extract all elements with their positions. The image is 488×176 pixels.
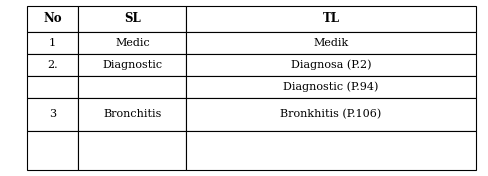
Text: TL: TL [323, 12, 340, 25]
Bar [186, 54, 476, 76]
Bar [186, 76, 476, 98]
Text: Bronkhitis (P.106): Bronkhitis (P.106) [281, 109, 382, 119]
Bar [79, 131, 186, 170]
Text: Diagnosa (P.2): Diagnosa (P.2) [291, 59, 371, 70]
Text: Diagnostic (P.94): Diagnostic (P.94) [284, 81, 379, 92]
Bar [186, 98, 476, 131]
Bar [79, 32, 186, 54]
Text: 3: 3 [49, 109, 56, 119]
Bar [79, 54, 186, 76]
Text: Bronchitis: Bronchitis [103, 109, 162, 119]
Text: Medik: Medik [313, 38, 348, 48]
Bar [79, 76, 186, 98]
Text: No: No [43, 12, 62, 25]
Bar [27, 54, 79, 76]
Bar [27, 32, 79, 54]
Bar [79, 6, 186, 32]
Bar [79, 98, 186, 131]
Text: 2.: 2. [47, 60, 58, 70]
Bar [186, 32, 476, 54]
Text: Diagnostic: Diagnostic [102, 60, 163, 70]
Bar [186, 131, 476, 170]
Bar [186, 6, 476, 32]
Text: SL: SL [124, 12, 141, 25]
Text: Medic: Medic [115, 38, 150, 48]
Bar [27, 76, 79, 98]
Text: 1: 1 [49, 38, 56, 48]
Bar [27, 98, 79, 131]
Bar [27, 131, 79, 170]
Bar [27, 6, 79, 32]
